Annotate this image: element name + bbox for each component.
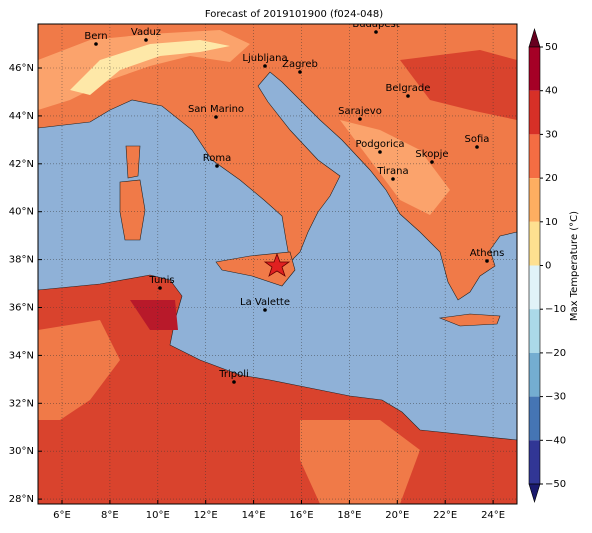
x-tick-label: 22°E [433, 510, 457, 521]
y-tick-label: 44°N [9, 111, 34, 122]
x-tick-label: 18°E [337, 510, 361, 521]
city-label: Roma [203, 153, 232, 164]
y-tick-label: 34°N [9, 350, 34, 361]
x-tick-label: 16°E [289, 510, 313, 521]
sardinia [119, 179, 146, 241]
x-tick-label: 14°E [242, 510, 266, 521]
y-tick-label: 42°N [9, 159, 34, 170]
colorbar-segment [529, 134, 540, 179]
city-dot [263, 64, 267, 68]
colorbar-segment [529, 396, 540, 441]
colorbar-segment [529, 178, 540, 222]
balkans-cool [340, 120, 450, 215]
city-label: Athens [470, 248, 505, 259]
colorbar-tick-label: 30 [545, 129, 558, 140]
city-dot [263, 308, 267, 312]
x-tick-label: 8°E [101, 510, 119, 521]
colorbar-extend [528, 27, 541, 48]
africa-hot [130, 300, 178, 330]
city-label: San Marino [188, 104, 244, 115]
colorbar-tick-label: 50 [545, 42, 558, 53]
colorbar-tick-label: 40 [545, 86, 558, 97]
city-label: Podgorica [355, 139, 404, 150]
city-dot [391, 177, 395, 181]
city-label: Budapest [352, 19, 399, 30]
city-label: Sofia [465, 134, 490, 145]
alps-cool [70, 40, 230, 95]
africa-patch [300, 420, 420, 504]
corsica [125, 145, 141, 179]
city-label: Vaduz [131, 27, 161, 38]
city-label: Tirana [376, 166, 408, 177]
city-dot [298, 70, 302, 74]
forecast-point-star [263, 252, 291, 277]
city-label: Zagreb [282, 59, 318, 70]
colorbar-segment [529, 47, 540, 91]
y-tick-label: 36°N [9, 303, 34, 314]
colorbar-label: Max Temperature (°C) [569, 211, 580, 321]
city-dot [475, 145, 479, 149]
colorbar-segment [529, 221, 540, 266]
city-label: Bern [84, 31, 107, 42]
city-label: Tunis [148, 275, 174, 286]
colorbar-segment [529, 352, 540, 397]
city-dot [94, 42, 98, 46]
x-tick-label: 12°E [194, 510, 218, 521]
y-tick-label: 46°N [9, 63, 34, 74]
colorbar-tick-label: −50 [545, 479, 566, 490]
colorbar-tick-label: 20 [545, 173, 558, 184]
y-tick-label: 30°N [9, 446, 34, 457]
africa-patch [38, 320, 120, 420]
colorbar-tick-label: −10 [545, 304, 566, 315]
city-label: Belgrade [386, 83, 431, 94]
city-dot [374, 30, 378, 34]
city-dot [144, 38, 148, 42]
y-tick-label: 40°N [9, 207, 34, 218]
colorbar-segment [529, 309, 540, 353]
y-tick-label: 38°N [9, 255, 34, 266]
title: Forecast of 2019101900 (f024-048) [205, 9, 383, 20]
colorbar: 50 40 30 20 10 0 −10 −20 −30 −40 −50 [528, 27, 566, 504]
balkans-warm [400, 50, 517, 120]
x-tick-label: 10°E [146, 510, 170, 521]
city-dot [158, 286, 162, 290]
map-frame [37, 23, 518, 505]
colorbar-tick-label: −20 [545, 348, 566, 359]
city-dot [378, 150, 382, 154]
y-tick-label: 28°N [9, 494, 34, 505]
colorbar-segment [529, 90, 540, 135]
city-dot [358, 117, 362, 121]
city-dot [406, 94, 410, 98]
colorbar-segment [529, 440, 540, 484]
city-dot [430, 160, 434, 164]
y-tick-label: 32°N [9, 398, 34, 409]
x-tick-label: 6°E [53, 510, 71, 521]
city-label: Tripoli [218, 369, 249, 380]
city-label: Sarajevo [338, 106, 382, 117]
city-label: La Valette [240, 297, 290, 308]
city-dot [485, 259, 489, 263]
city-label: Ljubljana [242, 53, 287, 64]
crete [438, 313, 501, 327]
city-dot [214, 115, 218, 119]
city-dot [232, 380, 236, 384]
x-tick-label: 20°E [385, 510, 409, 521]
colorbar-tick-label: −40 [545, 435, 566, 446]
city-label: Skopje [415, 149, 448, 160]
colorbar-tick-label: −30 [545, 392, 566, 403]
x-tick-label: 24°E [481, 510, 505, 521]
colorbar-extend [528, 483, 541, 504]
colorbar-segment [529, 265, 540, 310]
colorbar-tick-label: 10 [545, 217, 558, 228]
city-dot [215, 164, 219, 168]
colorbar-tick-label: 0 [545, 261, 551, 272]
